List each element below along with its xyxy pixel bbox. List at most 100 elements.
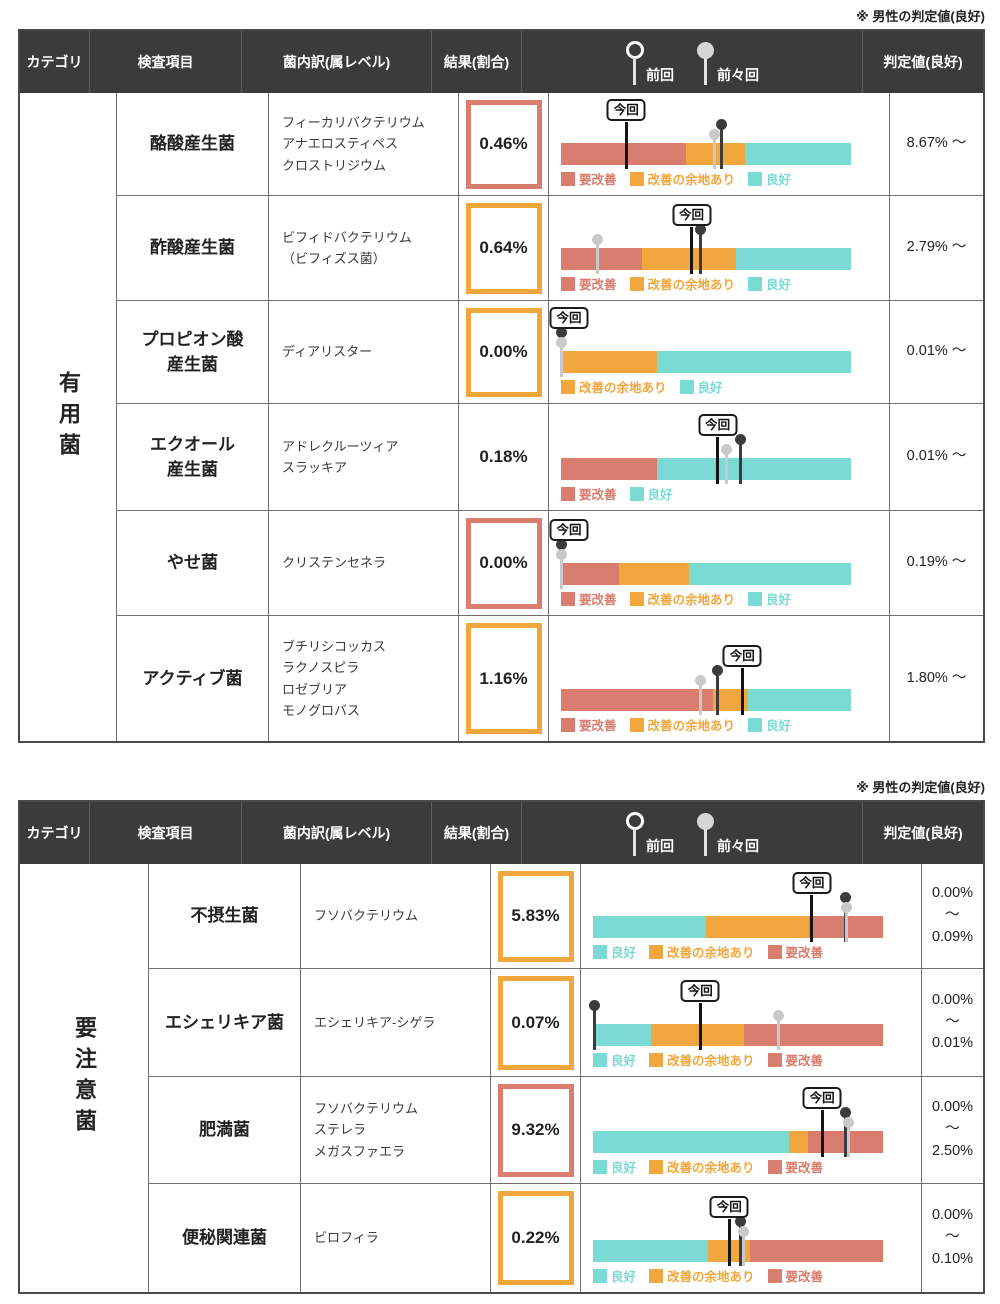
table-header: カテゴリ 検査項目 菌内訳(属レベル) 結果(割合) 前回 前々回 判定 bbox=[20, 31, 983, 93]
legend-item: 要改善 bbox=[561, 169, 617, 188]
pin-head-icon bbox=[738, 1226, 750, 1237]
pin-stem bbox=[559, 346, 563, 377]
previous2-marker-pin bbox=[735, 1216, 747, 1266]
legend-label: 改善の余地あり bbox=[667, 1054, 755, 1068]
result-cell: 0.00% bbox=[459, 301, 549, 403]
legend-swatch-icon bbox=[629, 591, 644, 606]
result-box: 1.16% bbox=[465, 623, 542, 734]
header-breakdown: 菌内訳(属レベル) bbox=[242, 802, 432, 864]
test-item-cell: エクオール 産生菌 bbox=[117, 404, 269, 510]
legend-swatch-icon bbox=[629, 276, 644, 291]
score-bar bbox=[561, 458, 851, 480]
pin-head-icon bbox=[839, 1107, 851, 1118]
score-bar-chart: 要改善 良好 今回 bbox=[549, 404, 890, 510]
legend-item: 良好 bbox=[593, 942, 636, 961]
bar-segment-teal bbox=[593, 1024, 651, 1046]
result-cell: 0.07% bbox=[491, 969, 581, 1076]
legend-swatch-icon bbox=[748, 717, 763, 732]
pin-stem bbox=[592, 1009, 596, 1050]
bacteria-name: クロストリジウム bbox=[282, 157, 387, 173]
legend-item: 要改善 bbox=[767, 942, 823, 961]
category-label: 有用菌 bbox=[56, 370, 81, 464]
previous-legend: 前回 bbox=[625, 808, 674, 858]
legend-swatch-icon bbox=[748, 591, 763, 606]
legend-label: 要改善 bbox=[579, 173, 617, 187]
current-marker-label: 今回 bbox=[680, 979, 720, 1002]
pin-head-icon bbox=[735, 434, 747, 445]
current-marker-label: 今回 bbox=[549, 306, 589, 329]
legend-item: 要改善 bbox=[767, 1266, 823, 1285]
legend-label: 改善の余地あり bbox=[647, 278, 736, 292]
bar-legend: 要改善 改善の余地あり 良好 bbox=[561, 589, 791, 608]
legend-label: 要改善 bbox=[579, 488, 617, 502]
judgement-value: 1.80% ～ bbox=[906, 669, 967, 686]
legend-swatch-icon bbox=[561, 171, 575, 186]
score-bar bbox=[593, 1024, 883, 1046]
previous-label: 前回 bbox=[646, 838, 674, 854]
judgement-value: 0.10% bbox=[931, 1250, 974, 1267]
bacteria-name: アドレクルーツィア bbox=[282, 438, 399, 454]
pin-stem bbox=[698, 233, 702, 274]
bar-segment-salmon bbox=[561, 563, 619, 585]
legend-label: 要改善 bbox=[785, 1054, 824, 1068]
legend-label: 良好 bbox=[766, 278, 792, 292]
previous2-marker-pin bbox=[588, 1000, 600, 1050]
legend-label: 改善の余地あり bbox=[647, 173, 736, 187]
legend-label: 改善の余地あり bbox=[647, 719, 736, 733]
pin-stem bbox=[595, 243, 599, 274]
test-item-name: 酪酸産生菌 bbox=[150, 134, 235, 154]
legend-item: 改善の余地あり bbox=[629, 169, 736, 188]
note-male-reference: ※ 男性の判定値(良好) bbox=[856, 9, 985, 24]
header-category: カテゴリ bbox=[20, 31, 90, 93]
test-item-cell: 肥満菌 bbox=[149, 1077, 301, 1183]
bar-segment-teal bbox=[745, 143, 851, 165]
legend-swatch-icon bbox=[748, 171, 763, 186]
result-value: 0.46% bbox=[479, 134, 528, 153]
previous2-marker-pin bbox=[735, 434, 747, 484]
pin-stem bbox=[559, 558, 563, 589]
current-marker-line bbox=[624, 122, 628, 169]
legend-item: 要改善 bbox=[561, 589, 617, 608]
test-item-name: プロピオン酸 bbox=[141, 329, 244, 349]
legend-item: 良好 bbox=[748, 715, 791, 734]
bacteria-breakdown-cell: フィーカリバクテリウム アナエロスティペス クロストリジウム bbox=[269, 93, 459, 195]
bar-legend: 良好 改善の余地あり 要改善 bbox=[593, 1050, 823, 1069]
score-bar bbox=[593, 1240, 883, 1262]
pin-head-icon bbox=[712, 665, 724, 676]
legend-swatch-icon bbox=[649, 944, 664, 959]
pin-head-icon bbox=[735, 1216, 747, 1227]
bacteria-breakdown-cell: ディアリスター bbox=[269, 301, 459, 403]
test-item-cell: 酢酸産生菌 bbox=[117, 196, 269, 300]
legend-label: 要改善 bbox=[785, 1161, 824, 1175]
result-value: 0.00% bbox=[479, 553, 528, 572]
pin-head-icon bbox=[555, 549, 567, 560]
header-result: 結果(割合) bbox=[432, 802, 522, 864]
table-header: カテゴリ 検査項目 菌内訳(属レベル) 結果(割合) 前回 前々回 判定 bbox=[20, 802, 983, 864]
pin-head-icon bbox=[555, 327, 567, 338]
bar-legend: 要改善 改善の余地あり 良好 bbox=[561, 715, 791, 734]
bacteria-breakdown-cell: フソバクテリウム bbox=[301, 864, 491, 968]
previous-marker-pin bbox=[773, 1010, 785, 1050]
pin-head-icon bbox=[841, 902, 853, 913]
legend-swatch-icon bbox=[593, 1268, 607, 1283]
bar-segment-teal bbox=[656, 458, 851, 480]
judgement-cell: 0.00% ～ 0.01% bbox=[922, 969, 983, 1076]
judgement-cell: 0.01% ～ bbox=[890, 404, 983, 510]
bar-segment-salmon bbox=[743, 1024, 883, 1046]
current-marker-line bbox=[716, 437, 720, 484]
legend-item: 改善の余地あり bbox=[649, 1157, 755, 1176]
legend-item: 改善の余地あり bbox=[629, 274, 736, 293]
table-row: 便秘関連菌 ビロフィラ 0.22% 良好 改善の余地あり 要改善 今回 0.00% ～ 0.10% bbox=[149, 1184, 983, 1292]
bacteria-breakdown-cell: エシェリキア-シゲラ bbox=[301, 969, 491, 1076]
pin-stem bbox=[777, 1019, 781, 1050]
test-item-name: エクオール bbox=[150, 434, 235, 454]
legend-label: 良好 bbox=[611, 1161, 637, 1175]
score-bar-chart: 要改善 改善の余地あり 良好 今回 bbox=[549, 93, 890, 195]
judgement-cell: 0.19% ～ bbox=[890, 511, 983, 615]
previous2-marker-pin bbox=[712, 665, 724, 715]
result-cell: 1.16% bbox=[459, 616, 549, 741]
score-bar-chart: 良好 改善の余地あり 要改善 今回 bbox=[581, 864, 922, 968]
current-marker-label: 今回 bbox=[722, 644, 762, 667]
table-row: やせ菌 クリステンセネラ 0.00% 要改善 改善の余地あり 良好 今回 0.19% ～ bbox=[117, 511, 983, 616]
